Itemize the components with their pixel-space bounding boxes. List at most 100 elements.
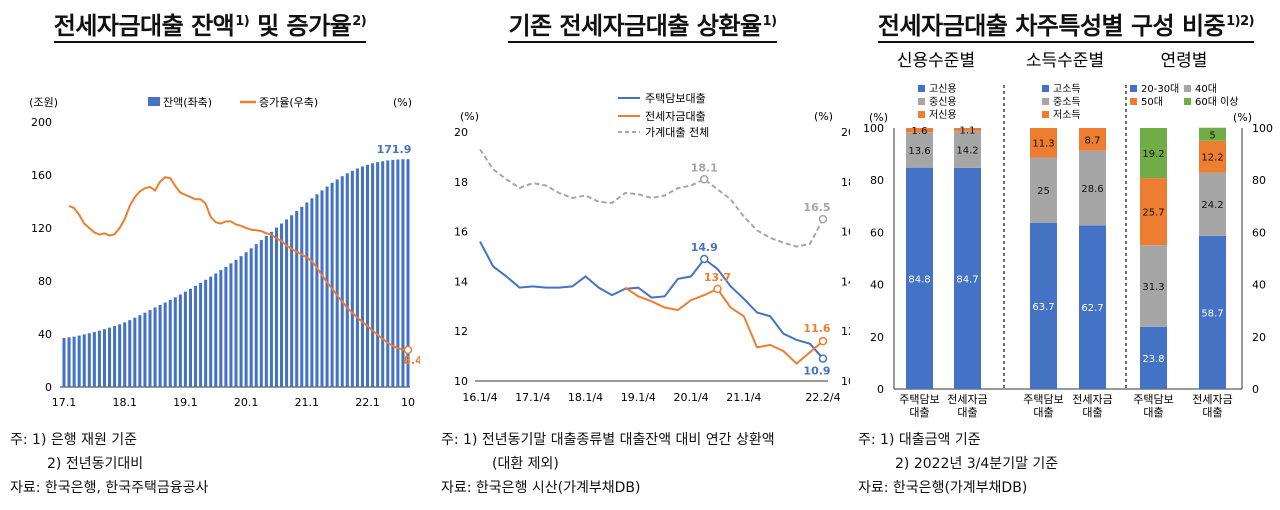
left-tick-label: 20 [454, 126, 468, 139]
x-tick-label: 17.1 [52, 396, 77, 409]
segment-value-label: 14.2 [956, 145, 978, 156]
legend-swatch [1130, 98, 1137, 105]
x-tick-label: 18.1 [112, 396, 137, 409]
source-note: 자료: 한국은행, 한국주택금융공사 [10, 480, 209, 496]
balance-bar [62, 337, 66, 387]
balance-bar [259, 240, 263, 387]
balance-bar [371, 163, 375, 387]
balance-bar [87, 333, 91, 387]
balance-bar [209, 276, 213, 387]
segment-value-label: 19.2 [1142, 149, 1164, 160]
repayment-rate-chart: (%) (%) 10 10 12 12 14 14 16 16 18 18 20 20 16.1/4 17.1… [454, 92, 850, 404]
left-tick-label: 10 [454, 375, 468, 388]
stack-segment [1140, 128, 1167, 179]
panel2-footnotes: 주: 1) 전년동기말 대출종류별 대출잔액 대비 연간 상환액 (대환 제외)… [441, 428, 775, 500]
stack-segment [1199, 235, 1226, 389]
balance-bar [401, 159, 405, 387]
left-tick-label: 20 [870, 331, 884, 344]
legend-label: 전세자금대출 [645, 110, 706, 123]
right-tick-label: 0 [1252, 383, 1259, 396]
left-axis-unit: (조원) [29, 96, 58, 109]
stack-segment [1030, 128, 1057, 158]
legend-label: 주택담보대출 [645, 92, 706, 105]
series-value-label: 16.5 [803, 201, 830, 214]
right-tick-label: 14 [841, 275, 850, 288]
legend-label: 가계대출 전체 [645, 126, 709, 139]
right-tick-label: 20 [841, 126, 850, 139]
left-tick-label: 14 [454, 275, 468, 288]
balance-bar [305, 202, 309, 387]
legend-swatch [918, 98, 925, 105]
balance-bar [290, 215, 294, 387]
series-marker [818, 336, 828, 346]
series-line [624, 286, 824, 365]
segment-value-label: 28.6 [1081, 184, 1103, 195]
balance-bar [143, 312, 147, 387]
balance-bar [204, 279, 208, 387]
stack-segment [906, 167, 933, 389]
balance-bar [118, 324, 122, 387]
panel-composition: 전세자금대출 차주특성별 구성 비중1)2) (%) (%) 0 0 20 20 40 40 6… [852, 0, 1280, 510]
x-tick-label: 19.1 [173, 396, 198, 409]
series-marker [818, 214, 828, 224]
series-marker [700, 175, 709, 184]
balance-bar [239, 256, 243, 387]
balance-bar [280, 223, 284, 387]
balance-bar [325, 186, 329, 387]
x-tick-label: 20.1/4 [673, 391, 708, 404]
balance-bar [310, 198, 314, 387]
growth-line [68, 176, 409, 351]
footnote-1: 주: 1) 대출금액 기준 [858, 432, 981, 448]
left-axis-unit: (%) [460, 110, 479, 123]
category-label-line2: 대출 [1033, 406, 1053, 419]
group-title: 신용수준별 [897, 51, 975, 71]
balance-growth-chart: (조원)(%)잔액(좌축)증가율(우축)04080120160200010203… [29, 96, 420, 409]
stack-segment [954, 167, 981, 389]
series-value-label: 18.1 [691, 161, 718, 174]
balance-bar [229, 263, 233, 387]
segment-value-label: 58.7 [1201, 308, 1223, 319]
source-note: 자료: 한국은행 시산(가계부채DB) [441, 480, 641, 496]
footnote-2: 2) 전년동기대비 [47, 456, 144, 472]
balance-bar [173, 297, 177, 387]
balance-bar [188, 288, 192, 387]
growth-last-marker [403, 345, 413, 355]
balance-bar [102, 329, 106, 387]
panel3-title: 전세자금대출 차주특성별 구성 비중1)2) [852, 6, 1280, 43]
segment-value-label: 13.6 [908, 146, 930, 157]
legend-label: 40대 [1195, 83, 1217, 95]
balance-bar [285, 219, 289, 387]
category-label-line2: 대출 [1082, 406, 1102, 419]
segment-value-label: 23.8 [1142, 354, 1164, 365]
legend-label: 50대 [1141, 96, 1163, 108]
balance-bar [396, 159, 400, 387]
panel1-title: 전세자금대출 잔액1) 및 증가율2) [0, 6, 420, 43]
legend-label: 저소득 [1053, 109, 1081, 121]
footnote-1: 주: 1) 전년동기말 대출종류별 대출잔액 대비 연간 상환액 [441, 432, 775, 448]
balance-bar [108, 327, 112, 387]
segment-value-label: 12.2 [1201, 153, 1223, 164]
footnote-2: 2) 2022년 3/4분기말 기준 [895, 456, 1059, 472]
segment-value-label: 63.7 [1032, 302, 1054, 313]
composition-chart: (%) (%) 0 0 20 20 40 40 60 60 80 80 100 100 신용수준별고신용중신… [863, 51, 1273, 419]
category-label-line1: 주택담보 [1133, 393, 1173, 406]
segment-value-label: 11.3 [1032, 139, 1054, 150]
stack-segment [1140, 245, 1167, 327]
balance-bar [219, 270, 223, 387]
stack-segment [1140, 326, 1167, 389]
left-tick-label: 100 [863, 122, 884, 135]
balance-bar [366, 164, 370, 387]
series-value-label: 10.9 [803, 365, 830, 378]
balance-bar [138, 315, 142, 387]
group-title: 연령별 [1161, 51, 1208, 71]
segment-value-label: 25 [1037, 186, 1050, 197]
balance-bar [335, 179, 339, 387]
left-tick-label: 40 [38, 328, 52, 341]
legend-swatch [1042, 98, 1049, 105]
legend-label-balance: 잔액(좌축) [163, 96, 212, 109]
stack-segment [954, 128, 981, 131]
balance-bar [391, 159, 395, 387]
segment-value-label: 84.8 [908, 274, 930, 285]
right-axis-unit: (%) [814, 110, 833, 123]
right-tick-label: 20 [1252, 331, 1266, 344]
